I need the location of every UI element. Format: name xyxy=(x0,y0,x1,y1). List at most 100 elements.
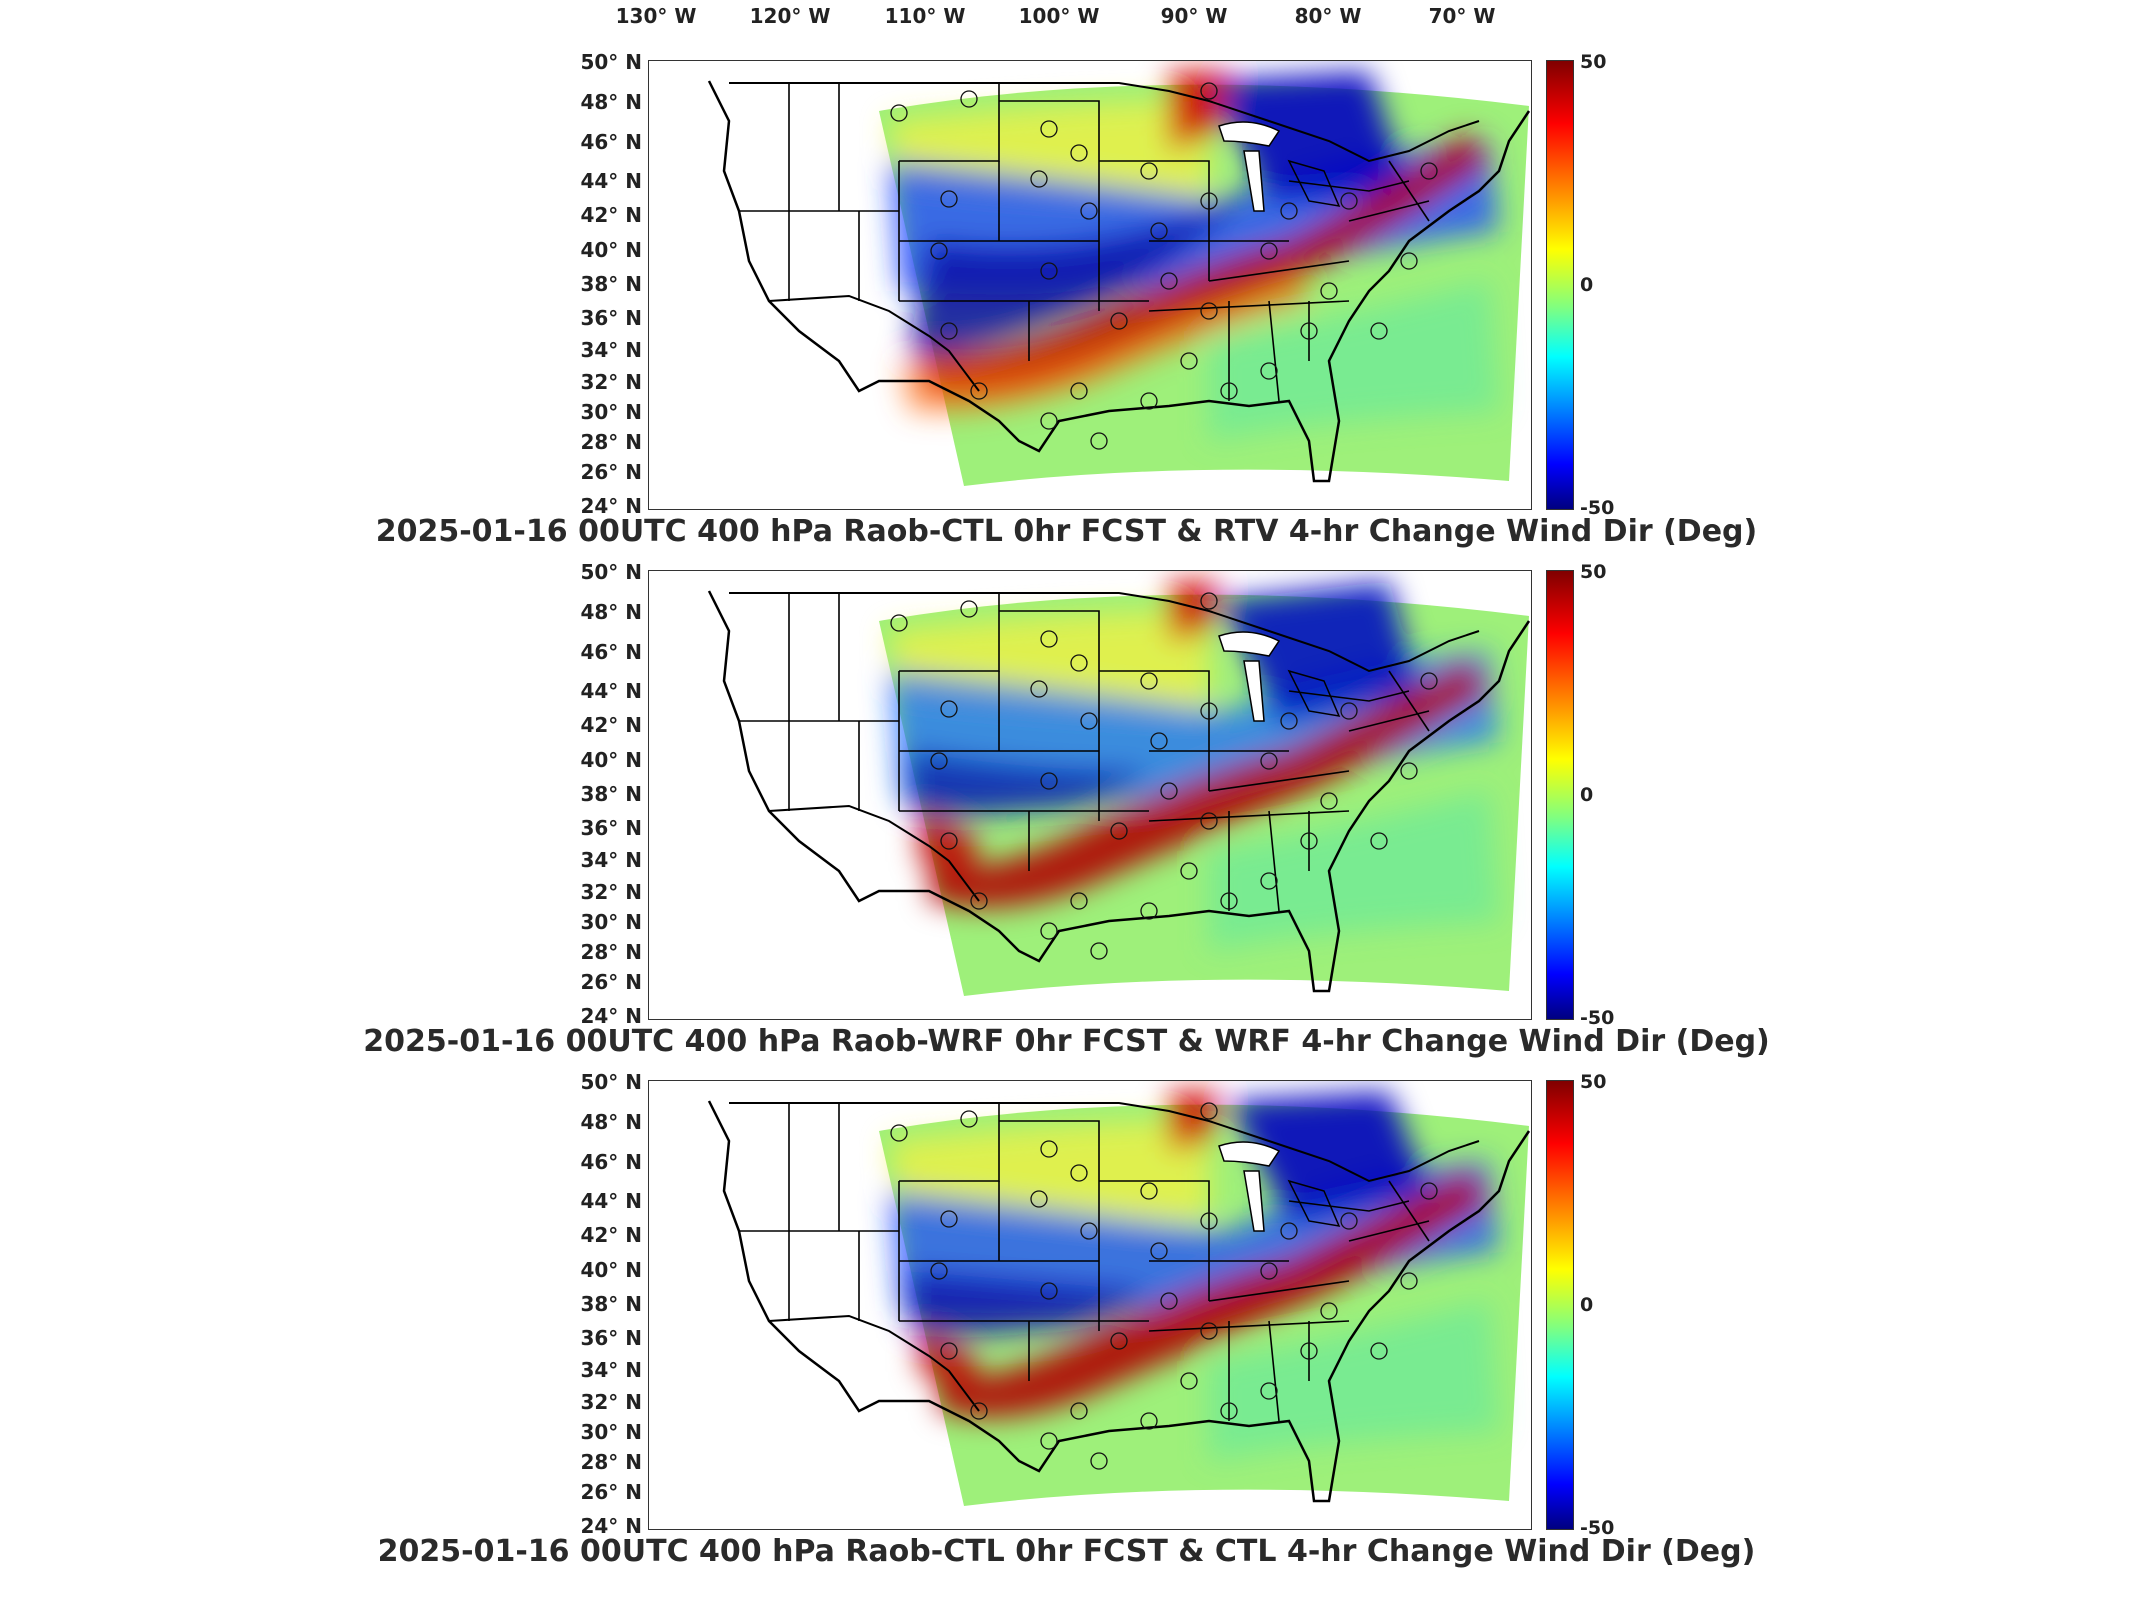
raob-station-marker xyxy=(1220,1402,1238,1420)
lon-label: 130° W xyxy=(615,4,697,28)
lon-label: 70° W xyxy=(1428,4,1496,28)
raob-station-marker xyxy=(960,90,978,108)
raob-station-marker xyxy=(1260,1262,1278,1280)
raob-station-marker xyxy=(1150,222,1168,240)
raob-station-marker xyxy=(1180,352,1198,370)
raob-station-marker xyxy=(890,104,908,122)
raob-station-marker xyxy=(1200,192,1218,210)
raob-station-marker xyxy=(1040,772,1058,790)
lat-label: 36° N xyxy=(580,1326,642,1350)
lat-label: 32° N xyxy=(580,880,642,904)
wind-direction-map xyxy=(648,60,1532,510)
wind-direction-contours xyxy=(889,1091,1499,1461)
raob-station-marker xyxy=(1070,1402,1088,1420)
state-border xyxy=(1388,1180,1430,1242)
lat-label: 24° N xyxy=(580,1004,642,1028)
raob-station-marker xyxy=(1040,262,1058,280)
raob-station-marker xyxy=(1260,1382,1278,1400)
raob-station-marker xyxy=(890,1124,908,1142)
raob-station-marker xyxy=(970,892,988,910)
state-border xyxy=(1208,770,1350,792)
colorbar-mid-label: 0 xyxy=(1580,274,1594,296)
raob-station-marker xyxy=(1200,1212,1218,1230)
coastline xyxy=(707,590,1531,993)
raob-station-marker xyxy=(1370,1342,1388,1360)
state-border xyxy=(1268,300,1280,402)
raob-station-marker xyxy=(1420,1182,1438,1200)
raob-station-marker xyxy=(1200,812,1218,830)
latitude-axis: 50° N 48° N 46° N 44° N 42° N 40° N 38° N 36° N… xyxy=(560,50,642,518)
raob-station-marker xyxy=(1200,702,1218,720)
lon-label: 110° W xyxy=(884,4,966,28)
raob-station-marker xyxy=(1300,832,1318,850)
colorbar xyxy=(1546,570,1574,1020)
colorbar xyxy=(1546,1080,1574,1530)
map-canvas xyxy=(707,581,1531,996)
raob-station-marker xyxy=(1040,412,1058,430)
raob-station-marker xyxy=(1400,762,1418,780)
raob-station-marker xyxy=(970,1402,988,1420)
wind-direction-map xyxy=(648,570,1532,1020)
raob-station-marker xyxy=(1110,822,1128,840)
raob-station-marker xyxy=(1080,1222,1098,1240)
map-panel-rtv: 50° N 48° N 46° N 44° N 42° N 40° N 38° N 36° N… xyxy=(0,50,2133,570)
raob-station-marker xyxy=(1040,630,1058,648)
raob-station-marker xyxy=(1040,922,1058,940)
lat-label: 30° N xyxy=(580,400,642,424)
border-canada xyxy=(729,1102,1480,1183)
raob-station-marker xyxy=(1200,302,1218,320)
raob-station-marker xyxy=(940,190,958,208)
raob-station-marker xyxy=(1320,1302,1338,1320)
lat-label: 42° N xyxy=(580,1223,642,1247)
lat-label: 34° N xyxy=(580,1358,642,1382)
raob-station-marker xyxy=(1030,1190,1048,1208)
raob-station-marker xyxy=(1400,1272,1418,1290)
lat-label: 34° N xyxy=(580,848,642,872)
state-border xyxy=(1208,1280,1350,1302)
lat-label: 46° N xyxy=(580,1150,642,1174)
raob-station-marker xyxy=(1280,202,1298,220)
raob-station-marker xyxy=(940,1210,958,1228)
border-mexico xyxy=(768,1314,980,1412)
raob-station-marker xyxy=(1260,362,1278,380)
great-lakes xyxy=(1287,669,1341,717)
lat-label: 48° N xyxy=(580,1110,642,1134)
latitude-axis: 50° N 48° N 46° N 44° N 42° N 40° N 38° N 36° N… xyxy=(560,1070,642,1538)
raob-station-marker xyxy=(1140,162,1158,180)
state-border xyxy=(1288,180,1410,192)
raob-station-marker xyxy=(1110,312,1128,330)
raob-station-marker xyxy=(1150,732,1168,750)
raob-station-marker xyxy=(1090,1452,1108,1470)
raob-station-marker xyxy=(1220,892,1238,910)
state-border xyxy=(1348,1220,1430,1242)
raob-station-marker xyxy=(1140,902,1158,920)
wind-direction-contours xyxy=(889,71,1499,441)
great-lakes xyxy=(1218,1141,1281,1167)
raob-station-marker xyxy=(1040,1282,1058,1300)
raob-station-marker xyxy=(1090,432,1108,450)
raob-station-marker xyxy=(1160,782,1178,800)
lat-label: 48° N xyxy=(580,600,642,624)
raob-station-marker xyxy=(1180,1372,1198,1390)
raob-station-marker xyxy=(1200,1322,1218,1340)
great-lakes xyxy=(1243,1170,1265,1232)
raob-station-marker xyxy=(1320,282,1338,300)
map-canvas xyxy=(707,71,1531,487)
raob-station-marker xyxy=(1160,272,1178,290)
raob-station-marker xyxy=(970,382,988,400)
panel-title: 2025-01-16 00UTC 400 hPa Raob-CTL 0hr FC… xyxy=(377,1534,1756,1569)
lat-label: 26° N xyxy=(580,460,642,484)
raob-station-marker xyxy=(1300,322,1318,340)
lat-label: 38° N xyxy=(580,782,642,806)
colorbar-max-label: 50 xyxy=(1580,51,1607,73)
state-border xyxy=(1348,710,1430,732)
state-border xyxy=(1388,160,1430,222)
raob-station-marker xyxy=(930,242,948,260)
raob-station-marker xyxy=(930,1262,948,1280)
state-border xyxy=(1268,810,1280,912)
raob-station-marker xyxy=(1140,1412,1158,1430)
lat-label: 28° N xyxy=(580,940,642,964)
raob-station-marker xyxy=(940,322,958,340)
great-lakes xyxy=(1287,159,1341,207)
panel-title: 2025-01-16 00UTC 400 hPa Raob-WRF 0hr FC… xyxy=(363,1024,1770,1059)
